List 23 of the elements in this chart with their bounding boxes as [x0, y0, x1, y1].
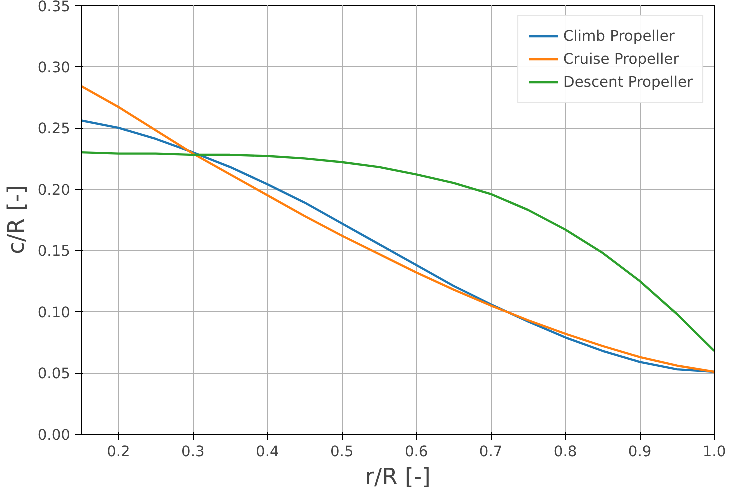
y-tick-label: 0.30 — [38, 59, 71, 76]
x-tick-label: 0.9 — [628, 444, 652, 460]
y-tick-label: 0.00 — [38, 427, 71, 444]
x-tick-label: 0.7 — [479, 444, 503, 460]
x-tick-label: 0.8 — [554, 444, 578, 460]
x-tick-label: 0.6 — [404, 444, 428, 460]
x-tick-label: 0.4 — [256, 444, 280, 460]
x-axis-title: r/R [-] — [365, 464, 431, 490]
y-tick-label: 0.10 — [38, 304, 71, 322]
x-tick-label: 0.3 — [182, 444, 205, 460]
legend-label: Descent Propeller — [564, 74, 693, 90]
line-series — [82, 151, 714, 352]
x-tick-label: 0.2 — [107, 444, 130, 460]
x-tick-label: 1.0 — [702, 444, 726, 460]
y-tick-label: 0.35 — [38, 0, 71, 16]
y-tick-label: 0.25 — [38, 120, 71, 138]
y-tick-label: 0.20 — [38, 182, 71, 199]
y-tick-label: 0.15 — [38, 243, 71, 260]
y-axis-title: c/R [-] — [4, 186, 30, 254]
legend-label: Cruise Propeller — [564, 50, 680, 68]
legend-label: Climb Propeller — [564, 28, 675, 44]
x-tick-label: 0.5 — [330, 444, 354, 460]
y-tick-label: 0.05 — [38, 366, 71, 383]
